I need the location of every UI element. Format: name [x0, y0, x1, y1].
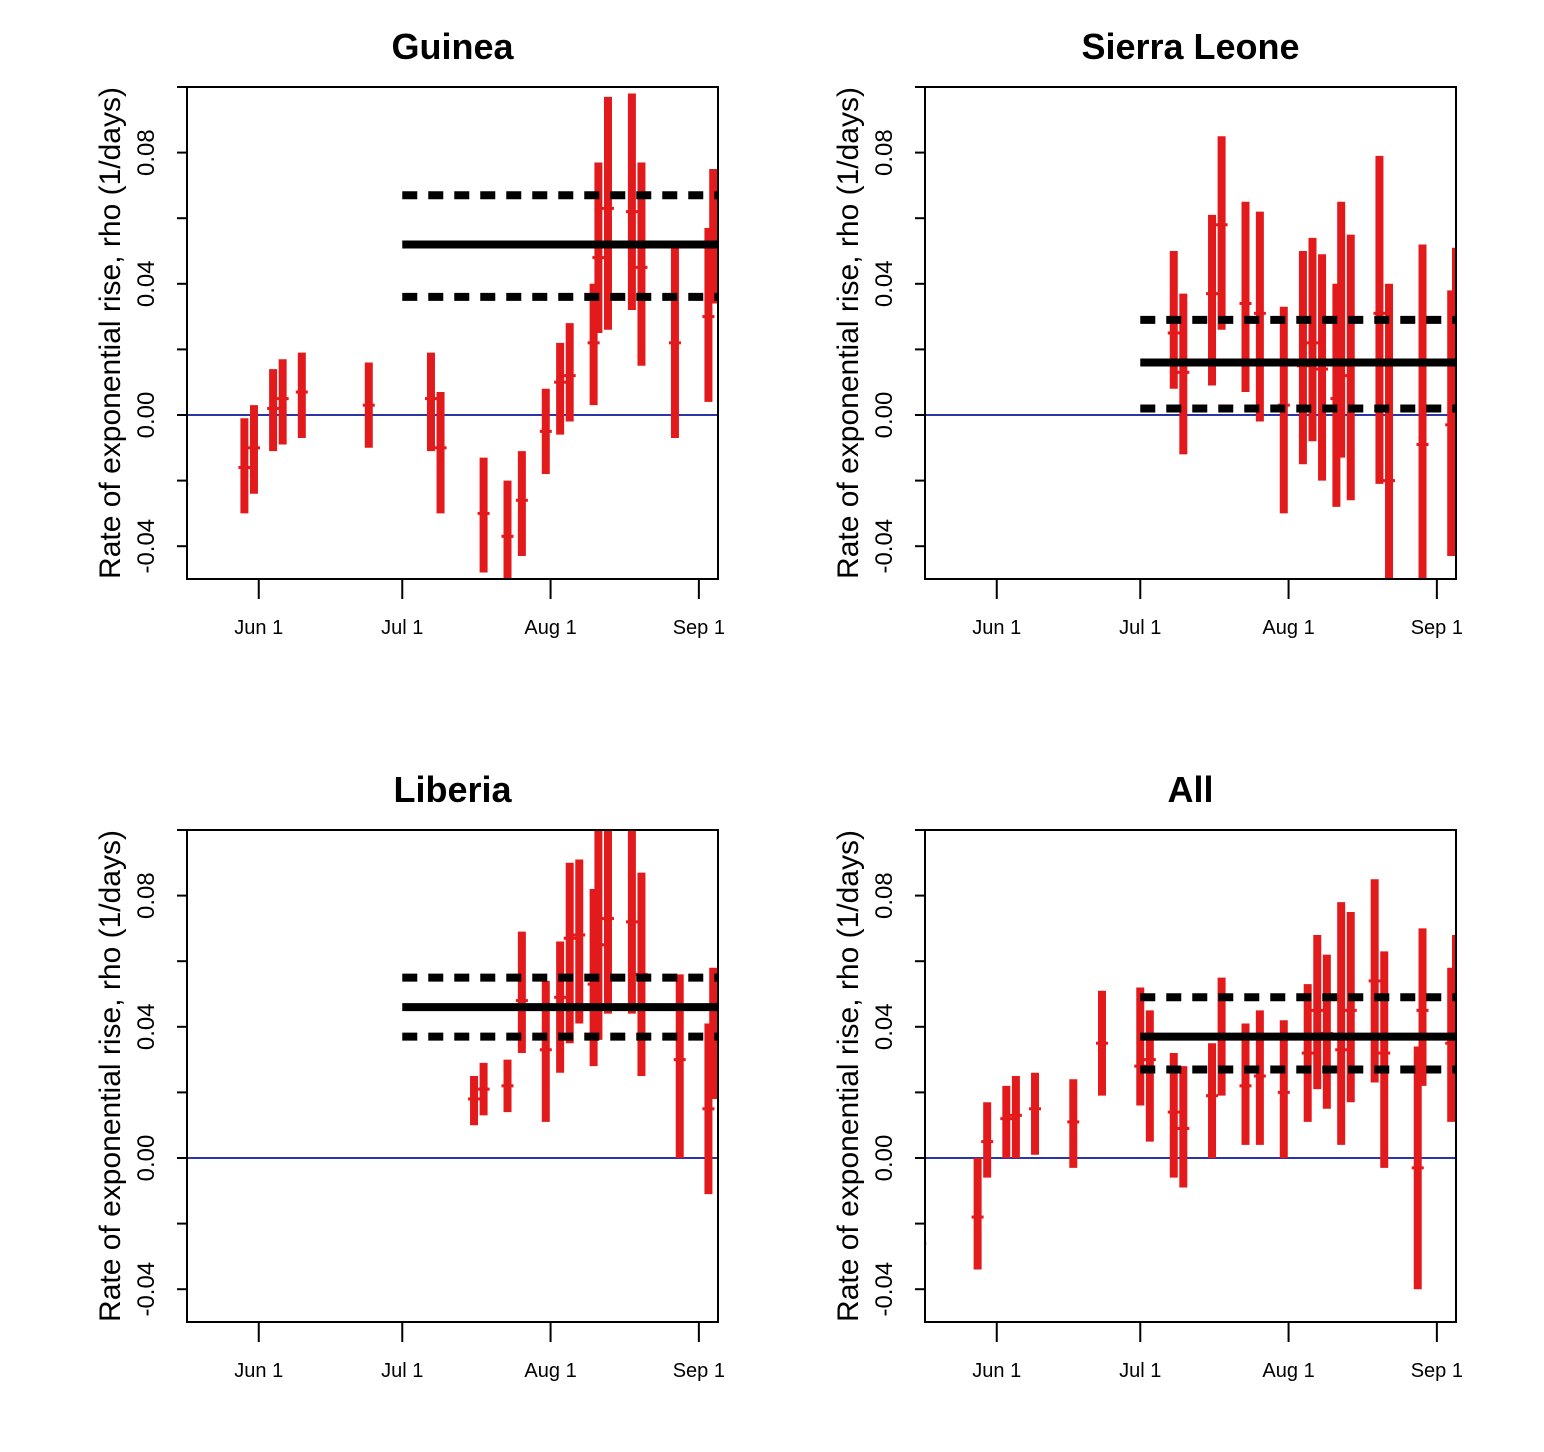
x-tick-label: Aug 1 — [524, 1360, 576, 1382]
y-tick-label: 0.00 — [133, 1135, 160, 1182]
plot-frame — [924, 829, 1457, 1323]
y-tick-label: 0.00 — [871, 1135, 898, 1182]
y-tick-label: 0.08 — [871, 872, 898, 919]
plot-area — [187, 93, 718, 579]
y-tick-label: 0.08 — [133, 129, 160, 176]
y-tick-label: -0.04 — [133, 519, 160, 574]
x-tick-label: Aug 1 — [1262, 1360, 1314, 1382]
x-tick-label: Jun 1 — [234, 1360, 283, 1382]
y-tick-label: -0.04 — [871, 1262, 898, 1317]
plot-frame — [186, 86, 719, 580]
x-tick-label: Aug 1 — [524, 617, 576, 639]
x-tick-label: Sep 1 — [1411, 1360, 1463, 1382]
chart-panel-liberia: Liberia Rate of exponential rise, rho (1… — [94, 769, 725, 1382]
y-tick-label: 0.04 — [871, 1003, 898, 1050]
panel-title: All — [1167, 769, 1213, 810]
plot-area — [925, 136, 1456, 579]
chart-panel-sierra-leone: Sierra Leone Rate of exponential rise, r… — [832, 26, 1463, 639]
y-tick-label: 0.00 — [871, 392, 898, 439]
y-axis-label: Rate of exponential rise, rho (1/days) — [832, 87, 865, 579]
y-axis-label: Rate of exponential rise, rho (1/days) — [94, 830, 127, 1322]
x-tick-label: Jul 1 — [1119, 1360, 1161, 1382]
y-tick-label: 0.00 — [133, 392, 160, 439]
x-tick-label: Jul 1 — [1119, 617, 1161, 639]
x-tick-label: Sep 1 — [673, 617, 725, 639]
plot-area — [187, 830, 718, 1195]
plot-area — [925, 879, 1456, 1290]
x-tick-label: Sep 1 — [673, 1360, 725, 1382]
x-tick-label: Aug 1 — [1262, 617, 1314, 639]
chart-panel-guinea: Guinea Rate of exponential rise, rho (1/… — [94, 26, 725, 639]
x-tick-label: Sep 1 — [1411, 617, 1463, 639]
x-tick-label: Jun 1 — [972, 1360, 1021, 1382]
x-tick-label: Jun 1 — [972, 617, 1021, 639]
plot-frame — [186, 829, 719, 1323]
y-tick-label: 0.04 — [133, 1003, 160, 1050]
y-axis-label: Rate of exponential rise, rho (1/days) — [94, 87, 127, 579]
plot-frame — [924, 86, 1457, 580]
y-tick-label: 0.04 — [871, 260, 898, 307]
y-tick-label: 0.04 — [133, 260, 160, 307]
chart-panel-all: All Rate of exponential rise, rho (1/day… — [832, 769, 1463, 1382]
panel-title: Liberia — [393, 769, 512, 810]
y-tick-label: 0.08 — [133, 872, 160, 919]
y-tick-label: -0.04 — [871, 519, 898, 574]
y-axis-label: Rate of exponential rise, rho (1/days) — [832, 830, 865, 1322]
panel-title: Sierra Leone — [1081, 26, 1299, 67]
x-tick-label: Jun 1 — [234, 617, 283, 639]
panel-title: Guinea — [391, 26, 514, 67]
y-tick-label: 0.08 — [871, 129, 898, 176]
y-tick-label: -0.04 — [133, 1262, 160, 1317]
x-tick-label: Jul 1 — [381, 617, 423, 639]
x-tick-label: Jul 1 — [381, 1360, 423, 1382]
